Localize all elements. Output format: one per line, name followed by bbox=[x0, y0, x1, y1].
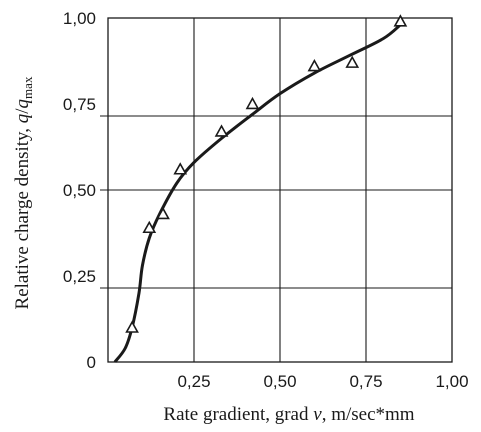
data-point-triangle bbox=[214, 124, 229, 137]
data-point-triangle bbox=[142, 220, 157, 234]
x-tick-label: 0,75 bbox=[349, 372, 382, 391]
tick-labels: 0,25 0,50 0,75 1,00 0 0,25 0,50 0,75 1,00 bbox=[63, 9, 469, 391]
y-tick-label: 0,50 bbox=[63, 181, 96, 200]
data-point-triangle bbox=[125, 320, 139, 333]
data-points bbox=[125, 14, 408, 333]
x-tick-label: 0,25 bbox=[177, 372, 210, 391]
data-point-triangle bbox=[245, 96, 260, 110]
x-tick-label: 1,00 bbox=[435, 372, 468, 391]
grid-lines bbox=[100, 18, 452, 362]
axes bbox=[107, 17, 453, 363]
plot-frame bbox=[107, 17, 453, 363]
data-point-triangle bbox=[156, 206, 170, 220]
data-point-triangle bbox=[173, 162, 188, 175]
y-tick-label: 1,00 bbox=[63, 9, 96, 28]
x-tick-label: 0,50 bbox=[263, 372, 296, 391]
x-axis-title: Rate gradient, grad v, m/sec*mm bbox=[163, 404, 414, 425]
fit-curve bbox=[113, 23, 402, 363]
data-point-triangle bbox=[307, 59, 322, 72]
data-point-triangle bbox=[345, 55, 360, 68]
y-tick-label: 0,25 bbox=[63, 267, 96, 286]
y-tick-label: 0 bbox=[87, 353, 96, 372]
fit-curve-group bbox=[113, 23, 402, 363]
y-tick-label: 0,75 bbox=[63, 95, 96, 114]
y-axis-title: Relative charge density, q/qmax bbox=[12, 76, 35, 309]
data-point-triangle bbox=[393, 14, 408, 27]
